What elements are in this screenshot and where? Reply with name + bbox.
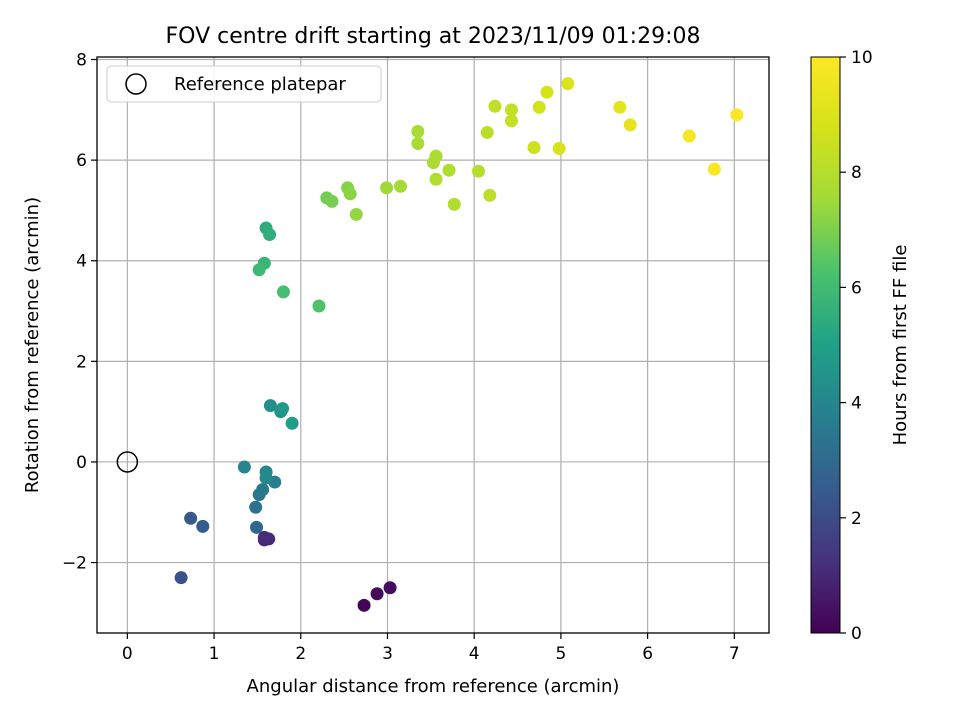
y-tick-label: 6 xyxy=(76,151,87,171)
data-point xyxy=(504,114,518,128)
data-point xyxy=(259,471,273,485)
colorbar-ticks: 0 2 4 6 8 10 xyxy=(840,48,873,644)
data-point xyxy=(429,172,443,186)
data-point xyxy=(483,188,497,202)
reference-platepar-marker xyxy=(116,451,139,473)
legend-box xyxy=(106,65,382,103)
data-point xyxy=(613,100,627,114)
colorbar-tick-label: 8 xyxy=(851,163,862,183)
x-tick-label: 0 xyxy=(122,644,133,664)
data-point xyxy=(174,571,188,585)
colorbar-tick-label: 6 xyxy=(851,278,862,298)
data-point xyxy=(349,207,363,221)
data-point xyxy=(263,228,277,242)
data-point xyxy=(472,164,486,178)
data-point xyxy=(447,197,461,211)
x-tick-label: 3 xyxy=(382,644,393,664)
plot-frame xyxy=(96,56,770,634)
y-tick-label: 8 xyxy=(76,51,87,71)
data-point xyxy=(411,137,425,151)
data-point xyxy=(623,118,637,132)
reference-marker xyxy=(116,451,139,473)
x-axis-label: Angular distance from reference (arcmin) xyxy=(247,676,620,697)
legend-reference-marker-icon xyxy=(125,73,147,95)
data-point xyxy=(561,77,575,91)
colorbar-tick-label: 0 xyxy=(851,624,862,644)
data-point xyxy=(527,141,541,155)
data-point xyxy=(184,511,198,525)
colorbar-label: Hours from first FF file xyxy=(890,245,911,446)
data-point xyxy=(285,416,299,430)
data-point xyxy=(256,483,270,497)
x-tick-label: 7 xyxy=(729,644,740,664)
x-tick-label: 4 xyxy=(469,644,480,664)
data-point xyxy=(252,263,266,277)
colorbar-tick-label: 2 xyxy=(851,509,862,529)
grid-lines xyxy=(97,57,769,633)
data-point xyxy=(263,399,277,413)
x-tick-label: 6 xyxy=(642,644,653,664)
data-point xyxy=(429,149,443,163)
data-point xyxy=(343,187,357,201)
y-tick-label: 4 xyxy=(76,252,87,272)
data-point xyxy=(411,124,425,138)
data-point xyxy=(442,163,456,177)
x-tick-label: 1 xyxy=(209,644,220,664)
data-point xyxy=(504,103,518,117)
legend: Reference platepar xyxy=(106,65,382,103)
data-point xyxy=(357,598,371,612)
data-point xyxy=(707,162,721,176)
y-axis-ticks: −2 0 2 4 6 8 xyxy=(62,51,97,574)
data-point xyxy=(312,299,326,313)
data-point xyxy=(488,99,502,113)
x-tick-label: 2 xyxy=(295,644,306,664)
data-point xyxy=(383,581,397,595)
data-point xyxy=(257,530,271,544)
data-point xyxy=(540,85,554,99)
colorbar-tick-label: 4 xyxy=(851,394,862,414)
data-point xyxy=(196,519,210,533)
data-point xyxy=(325,194,339,208)
data-point xyxy=(249,500,263,514)
data-point xyxy=(730,108,744,122)
data-point xyxy=(250,520,264,534)
data-point xyxy=(532,100,546,114)
colorbar xyxy=(810,56,841,634)
data-point xyxy=(393,179,407,193)
data-point xyxy=(682,129,696,143)
x-axis-ticks: 0 1 2 3 4 5 6 7 xyxy=(122,633,740,664)
data-point xyxy=(276,402,290,416)
data-points xyxy=(174,77,744,612)
colorbar-tick-label: 10 xyxy=(851,48,873,68)
data-point xyxy=(237,460,251,474)
legend-label: Reference platepar xyxy=(174,74,346,95)
data-point xyxy=(276,285,290,299)
data-point xyxy=(380,181,394,195)
data-point xyxy=(552,142,566,156)
x-tick-label: 5 xyxy=(555,644,566,664)
data-point xyxy=(480,125,494,139)
data-point xyxy=(370,587,384,601)
y-tick-label: −2 xyxy=(62,554,87,574)
chart-title: FOV centre drift starting at 2023/11/09 … xyxy=(166,24,701,49)
y-tick-label: 0 xyxy=(76,453,87,473)
y-tick-label: 2 xyxy=(76,352,87,372)
y-axis-label: Rotation from reference (arcmin) xyxy=(22,197,43,493)
